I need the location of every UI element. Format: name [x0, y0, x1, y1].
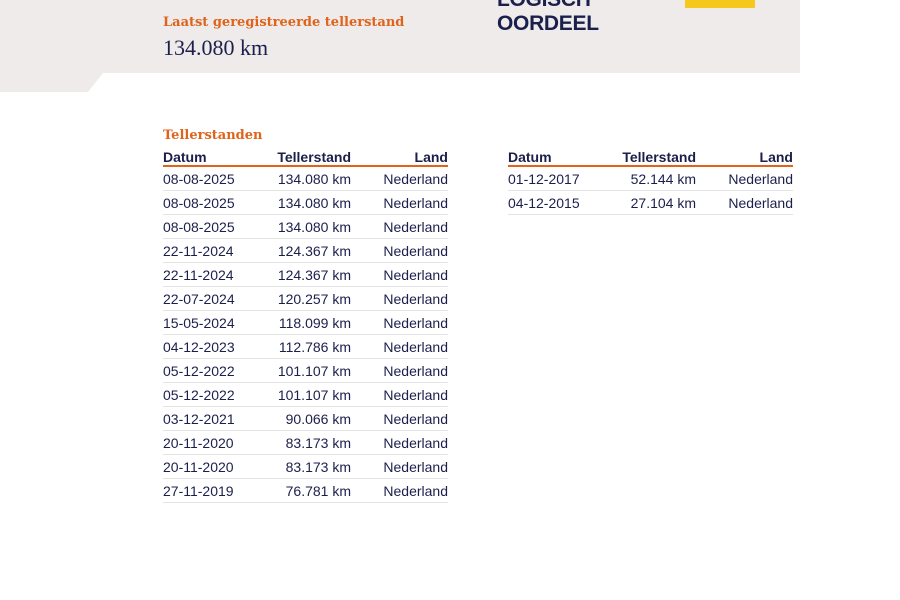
column-header: Datum [163, 149, 207, 165]
column-header: Tellerstand [277, 149, 351, 165]
table-cell: Nederland [383, 482, 448, 499]
table-cell: 15-05-2024 [163, 314, 235, 331]
table-row: 05-12-2022 101.107 km Nederland [163, 359, 448, 383]
table-row: 08-08-2025 134.080 km Nederland [163, 167, 448, 191]
table-cell: 01-12-2017 [508, 170, 580, 187]
table-row: 08-08-2025 134.080 km Nederland [163, 215, 448, 239]
column-header: Tellerstand [622, 149, 696, 165]
table-header: Datum Tellerstand Land [508, 148, 793, 167]
table-cell: 101.107 km [277, 362, 351, 379]
table-row: 05-12-2022 101.107 km Nederland [163, 383, 448, 407]
table-cell: 112.786 km [278, 338, 351, 355]
table-row: 08-08-2025 134.080 km Nederland [163, 191, 448, 215]
table-cell: Nederland [383, 338, 448, 355]
table-cell: 124.367 km [277, 266, 351, 283]
table-cell: 04-12-2023 [163, 338, 235, 355]
table-cell: 101.107 km [277, 386, 351, 403]
table-row: 22-11-2024 124.367 km Nederland [163, 239, 448, 263]
table-cell: 03-12-2021 [163, 410, 235, 427]
column-header: Datum [508, 149, 552, 165]
table-row: 04-12-2023 112.786 km Nederland [163, 335, 448, 359]
odometer-label: Laatst geregistreerde tellerstand [163, 15, 405, 30]
table-cell: Nederland [383, 434, 448, 451]
table-cell: Nederland [728, 194, 793, 211]
table-cell: Nederland [383, 242, 448, 259]
column-header: Land [759, 149, 793, 165]
table-row: 27-11-2019 76.781 km Nederland [163, 479, 448, 503]
header-panel [0, 0, 800, 92]
table-row: 22-11-2024 124.367 km Nederland [163, 263, 448, 287]
table-cell: 76.781 km [285, 482, 351, 499]
table-cell: 83.173 km [285, 434, 351, 451]
table-cell: 120.257 km [277, 290, 351, 307]
heading-line: OORDEEL [497, 12, 599, 35]
column-header: Land [414, 149, 448, 165]
table-cell: 05-12-2022 [163, 386, 235, 403]
table-cell: Nederland [383, 218, 448, 235]
table-cell: Nederland [383, 194, 448, 211]
heading-line: LOGISCH [497, 0, 591, 12]
table-cell: 08-08-2025 [163, 218, 235, 235]
badge [685, 0, 755, 8]
table-cell: Nederland [383, 386, 448, 403]
table-cell: Nederland [383, 410, 448, 427]
table-row: 22-07-2024 120.257 km Nederland [163, 287, 448, 311]
table-cell: 27-11-2019 [163, 482, 234, 499]
table-header: Datum Tellerstand Land [163, 148, 448, 167]
table-cell: 27.104 km [630, 194, 696, 211]
table-cell: Nederland [383, 314, 448, 331]
table-cell: Nederland [383, 170, 448, 187]
table-cell: 90.066 km [285, 410, 351, 427]
table-cell: 134.080 km [277, 218, 351, 235]
table-cell: Nederland [383, 458, 448, 475]
table-cell: 134.080 km [277, 194, 351, 211]
table-cell: 04-12-2015 [508, 194, 580, 211]
table-cell: 05-12-2022 [163, 362, 235, 379]
table-cell: 22-07-2024 [163, 290, 235, 307]
table-cell: 20-11-2020 [163, 434, 234, 451]
table-cell: Nederland [383, 290, 448, 307]
table-cell: 20-11-2020 [163, 458, 234, 475]
table-cell: 83.173 km [285, 458, 351, 475]
table-cell: Nederland [383, 266, 448, 283]
table-cell: 08-08-2025 [163, 170, 235, 187]
table-cell: 08-08-2025 [163, 194, 235, 211]
table-cell: Nederland [383, 362, 448, 379]
odometer-table: Datum Tellerstand Land 01-12-2017 52.144 km N… [508, 148, 793, 215]
table-row: 03-12-2021 90.066 km Nederland [163, 407, 448, 431]
section-title: Tellerstanden [163, 128, 263, 143]
table-cell: 118.099 km [278, 314, 351, 331]
header-background [0, 0, 800, 92]
table-row: 04-12-2015 27.104 km Nederland [508, 191, 793, 215]
table-cell: 22-11-2024 [163, 242, 234, 259]
table-row: 20-11-2020 83.173 km Nederland [163, 431, 448, 455]
table-row: 20-11-2020 83.173 km Nederland [163, 455, 448, 479]
table-row: 15-05-2024 118.099 km Nederland [163, 311, 448, 335]
table-cell: 22-11-2024 [163, 266, 234, 283]
odometer-value: 134.080 km [163, 35, 269, 60]
table-cell: 134.080 km [277, 170, 351, 187]
table-cell: 52.144 km [630, 170, 696, 187]
table-row: 01-12-2017 52.144 km Nederland [508, 167, 793, 191]
odometer-table: Datum Tellerstand Land 08-08-2025 134.080 km… [163, 148, 448, 503]
table-cell: Nederland [728, 170, 793, 187]
table-cell: 124.367 km [277, 242, 351, 259]
